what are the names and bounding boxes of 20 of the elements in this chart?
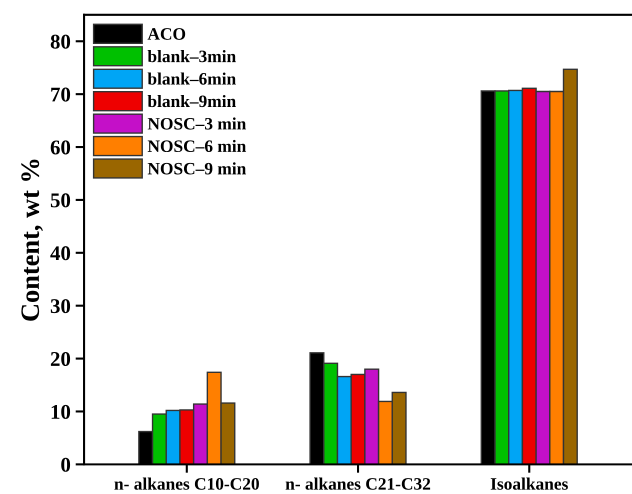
x-tick-label: n- alkanes C21-C32 <box>286 478 430 490</box>
legend-label: blank–3min <box>148 50 236 62</box>
legend-label: NOSC–9 min <box>148 162 246 174</box>
y-axis-title: Content, wt % <box>21 160 43 321</box>
y-tick-label: 70 <box>51 88 70 102</box>
legend-label: ACO <box>148 28 186 40</box>
y-tick-label: 10 <box>52 404 70 419</box>
y-tick-label: 20 <box>50 352 70 366</box>
legend-label: NOSC–3 min <box>148 117 246 130</box>
y-tick-label: 30 <box>50 299 70 314</box>
y-tick-label: 50 <box>50 193 70 208</box>
y-tick-label: 40 <box>50 246 70 260</box>
legend-label: blank–9min <box>148 94 236 108</box>
y-tick-label: 60 <box>50 140 70 154</box>
y-tick-label: 80 <box>50 34 70 49</box>
x-tick-label: Isoalkanes <box>490 478 568 490</box>
legend-label: blank–6min <box>148 72 236 85</box>
y-tick-label: 0 <box>61 458 70 472</box>
legend-label: NOSC–6 min <box>148 140 246 152</box>
x-tick-label: n- alkanes C10-C20 <box>114 478 259 490</box>
